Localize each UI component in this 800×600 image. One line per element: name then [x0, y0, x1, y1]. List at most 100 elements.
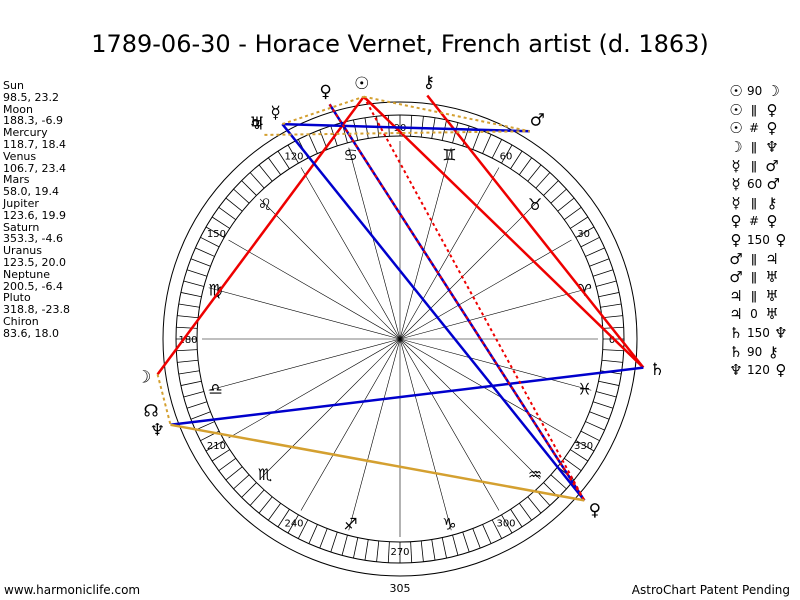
aspect-line — [363, 95, 531, 133]
aspect-planet-glyph: ♀ — [775, 361, 787, 380]
degree-tick — [431, 539, 436, 561]
degree-tick — [258, 164, 273, 182]
degree-tick — [341, 534, 348, 556]
footer-website[interactable]: www.harmoniclife.com — [4, 583, 141, 597]
degree-tick — [575, 226, 595, 238]
degree-tick — [462, 531, 470, 553]
aspect-planet-glyph: ♂ — [729, 249, 743, 268]
degree-label: 210 — [207, 441, 226, 452]
spoke-line — [399, 338, 500, 511]
spoke-line — [208, 338, 401, 391]
aspect-planet-glyph: ♆ — [774, 324, 788, 343]
degree-tick — [575, 440, 595, 452]
degree-tick — [441, 119, 447, 141]
planet-glyph-jupiter: ♃ — [249, 114, 264, 134]
degree-tick — [580, 236, 600, 248]
planet-pos-sun: 98.5, 23.2 — [3, 90, 59, 104]
degree-tick — [183, 280, 205, 287]
degree-tick — [353, 119, 359, 141]
aspect-type: ǁ — [751, 140, 757, 155]
aspect-planet-glyph: ♄ — [729, 342, 743, 361]
degree-tick — [249, 172, 265, 189]
degree-tick — [186, 401, 208, 409]
aspect-planet-glyph: ♀ — [775, 231, 787, 250]
degree-tick — [595, 280, 617, 287]
degree-tick — [330, 531, 338, 553]
aspect-type: # — [748, 214, 760, 229]
spoke-line — [228, 239, 401, 340]
degree-tick — [563, 457, 582, 471]
degree-tick — [570, 449, 589, 462]
degree-tick — [353, 537, 359, 559]
degree-tick — [287, 514, 299, 534]
degree-tick — [410, 541, 413, 563]
degree-tick — [550, 474, 567, 490]
degree-tick — [180, 380, 202, 386]
zodiac-sign-glyph: ♍ — [208, 281, 222, 300]
degree-tick — [602, 349, 624, 352]
aspect-row: ☿ ǁ ♂ — [727, 156, 790, 175]
planet-glyph-uranus: ♅ — [249, 114, 264, 134]
aspect-planet-glyph: ♀ — [730, 231, 742, 250]
planet-pos-jupiter: 123.6, 19.9 — [3, 208, 66, 222]
degree-label: 150 — [207, 229, 226, 240]
degree-label: 240 — [284, 519, 303, 530]
aspect-row: ♂ ǁ ♅ — [727, 268, 790, 287]
degree-tick — [364, 117, 369, 139]
aspect-planet-glyph: ♆ — [765, 138, 779, 157]
planet-glyph-neptune: ♆ — [150, 421, 165, 441]
degree-tick — [308, 524, 318, 544]
degree-label: 300 — [496, 519, 515, 530]
degree-tick — [387, 541, 390, 563]
north-node-glyph: ☊ — [143, 401, 158, 421]
aspect-planet-glyph: ♅ — [765, 305, 779, 324]
aspect-line — [156, 374, 172, 426]
aspect-type: ǁ — [751, 251, 757, 266]
planet-name-mercury: Mercury — [3, 126, 48, 140]
aspect-planet-glyph: ♀ — [730, 212, 742, 231]
footer-notice: AstroChart Patent Pending — [631, 583, 790, 597]
degree-tick — [268, 157, 282, 176]
planet-name-jupiter: Jupiter — [3, 196, 39, 210]
aspect-planet-glyph: ☿ — [731, 193, 741, 212]
degree-label: 180 — [178, 335, 197, 346]
ascendant-degree-label: 305 — [390, 582, 411, 595]
degree-tick — [491, 139, 503, 159]
aspect-planet-glyph: ☉ — [729, 119, 743, 138]
degree-tick — [420, 116, 424, 138]
degree-tick — [241, 482, 257, 498]
aspect-planet-glyph: ⚷ — [767, 342, 779, 361]
zodiac-sign-glyph: ♑ — [442, 514, 456, 533]
planet-name-uranus: Uranus — [3, 244, 42, 258]
planet-pos-mercury: 118.7, 18.4 — [3, 137, 66, 151]
planet-pos-chiron: 83.6, 18.0 — [3, 326, 59, 340]
zodiac-sign-glyph: ♓ — [577, 379, 591, 398]
aspect-line — [362, 95, 645, 369]
aspect-planet-glyph: ♂ — [729, 268, 743, 287]
aspect-type: 120 — [747, 363, 770, 378]
aspect-line — [156, 95, 365, 376]
aspect-type: # — [748, 121, 760, 136]
planet-pos-pluto: 318.8, -23.8 — [3, 303, 70, 317]
degree-label: 120 — [284, 151, 303, 162]
aspect-row: ☽ ǁ ♆ — [727, 138, 790, 157]
spoke-line — [259, 198, 401, 340]
aspect-planet-glyph: ♃ — [729, 286, 743, 305]
outer-circle — [162, 101, 638, 577]
degree-label: 330 — [574, 441, 593, 452]
planet-glyph-mercury: ☿ — [270, 103, 280, 123]
planet-glyph-chiron: ⚷ — [423, 73, 435, 93]
degree-tick — [178, 303, 200, 308]
aspect-planet-glyph: ♂ — [766, 175, 780, 194]
aspect-row: ☿ ǁ ⚷ — [727, 194, 790, 213]
degree-tick — [176, 349, 198, 352]
planet-position-list: Sun 98.5, 23.2 Moon 188.3, -6.9 Mercury 118.7… — [3, 80, 70, 340]
planet-name-venus: Venus — [3, 149, 37, 163]
degree-tick — [527, 496, 542, 514]
degree-tick — [601, 315, 623, 319]
aspect-line — [282, 122, 530, 133]
degree-tick — [592, 401, 614, 409]
aspect-planet-glyph: ☉ — [729, 82, 743, 101]
degree-tick — [501, 514, 513, 534]
zodiac-sign-glyph: ♉ — [528, 195, 542, 214]
